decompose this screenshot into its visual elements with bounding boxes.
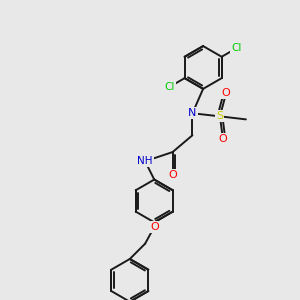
Text: Cl: Cl bbox=[231, 44, 242, 53]
Text: Cl: Cl bbox=[165, 82, 175, 92]
Text: S: S bbox=[216, 111, 224, 121]
Text: O: O bbox=[168, 170, 177, 180]
Text: NH: NH bbox=[137, 156, 153, 166]
Text: O: O bbox=[219, 134, 227, 144]
Text: O: O bbox=[150, 222, 159, 232]
Text: N: N bbox=[188, 108, 196, 118]
Text: O: O bbox=[222, 88, 230, 98]
